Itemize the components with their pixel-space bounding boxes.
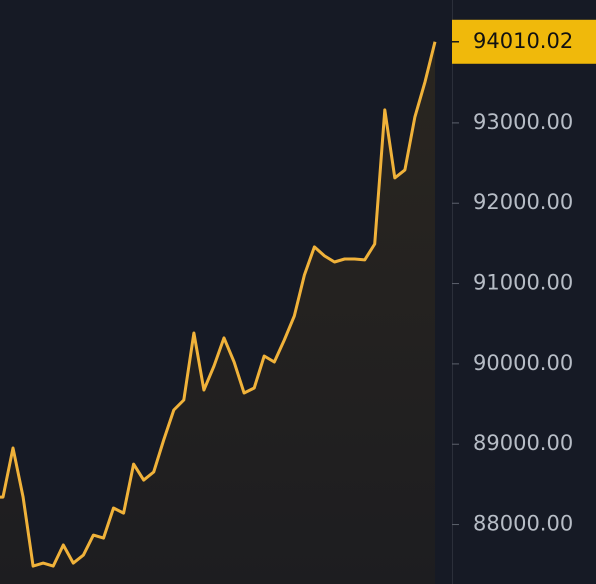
last-price-label: 94010.02 [473,29,573,53]
y-tick-label: 89000.00 [473,431,573,455]
y-tick-label: 88000.00 [473,512,573,536]
price-line [0,41,437,568]
area [0,41,435,584]
y-tick-label: 92000.00 [473,190,573,214]
y-tick-label: 93000.00 [473,110,573,134]
last-price-tag [452,19,596,64]
y-tick-label: 91000.00 [473,271,573,295]
y-tick-label: 90000.00 [473,351,573,375]
